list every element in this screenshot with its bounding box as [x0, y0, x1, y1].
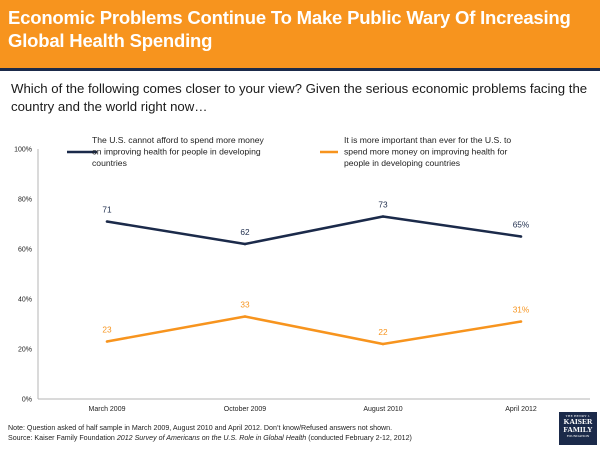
y-tick-label: 80%: [18, 197, 32, 204]
legend-label: spend more money on improving health for: [344, 147, 508, 157]
logo-line2: KAISER: [563, 417, 593, 426]
x-tick-label: August 2010: [363, 406, 402, 413]
series-line: [106, 315, 522, 346]
data-label: 62: [240, 227, 250, 237]
title-underline: [0, 68, 600, 71]
footnote: Note: Question asked of half sample in M…: [8, 423, 553, 443]
x-tick-label: March 2009: [89, 406, 126, 413]
logo-line3: FAMILY: [563, 425, 593, 434]
legend-label: The U.S. cannot afford to spend more mon…: [92, 135, 265, 145]
page-title: Economic Problems Continue To Make Publi…: [8, 7, 571, 51]
data-point: [519, 320, 523, 323]
data-point: [105, 340, 109, 343]
x-tick-label: October 2009: [224, 406, 267, 413]
legend-label: on improving health for people in develo…: [92, 147, 261, 157]
y-tick-label: 60%: [18, 247, 32, 254]
legend-label: It is more important than ever for the U…: [344, 135, 511, 145]
x-tick-label: April 2012: [505, 406, 537, 413]
data-label: 22: [378, 327, 388, 337]
data-point: [105, 220, 109, 223]
survey-question: Which of the following comes closer to y…: [11, 81, 588, 114]
logo-line4: FOUNDATION: [566, 434, 590, 438]
data-label: 33: [240, 300, 250, 310]
data-point: [519, 235, 523, 238]
data-label: 73: [378, 200, 388, 210]
data-label: 65%: [513, 220, 530, 230]
title-banner: Economic Problems Continue To Make Publi…: [0, 0, 600, 71]
legend-label: countries: [92, 158, 127, 168]
data-point: [381, 215, 385, 218]
y-tick-label: 20%: [18, 347, 32, 354]
y-tick-label: 0%: [22, 397, 32, 404]
data-point: [243, 242, 247, 246]
y-tick-label: 100%: [14, 147, 32, 154]
data-label: 23: [102, 325, 112, 335]
legend-label: people in developing countries: [344, 158, 460, 168]
source-title: 2012 Survey of Americans on the U.S. Rol…: [116, 434, 307, 442]
source-prefix: Source: Kaiser Family Foundation: [8, 434, 117, 442]
data-label: 71: [102, 205, 112, 215]
footnote-source: Source: Kaiser Family Foundation 2012 Su…: [8, 433, 553, 443]
logo-line1: THE HENRY J.: [565, 414, 591, 418]
series-line: [106, 215, 522, 246]
footnote-note: Note: Question asked of half sample in M…: [8, 424, 393, 432]
source-suffix: (conducted February 2-12, 2012): [306, 434, 412, 442]
data-point: [381, 342, 385, 346]
kff-logo: THE HENRY J. KAISER FAMILY FOUNDATION: [559, 412, 597, 445]
y-tick-label: 40%: [18, 297, 32, 304]
data-label: 31%: [513, 305, 530, 315]
data-point: [243, 315, 247, 318]
